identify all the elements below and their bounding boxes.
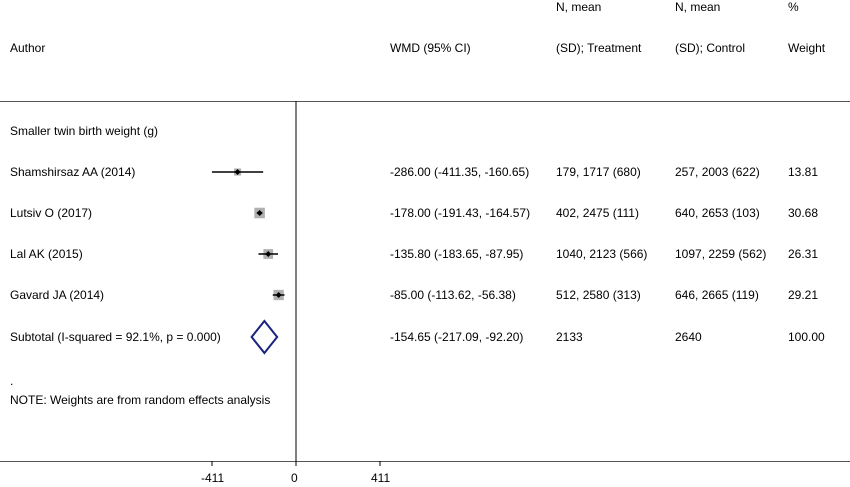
subtotal-label: Subtotal (I-squared = 92.1%, p = 0.000) <box>10 330 221 344</box>
study-control: 1097, 2259 (562) <box>675 247 767 261</box>
point-estimate <box>256 210 263 216</box>
author-header: Author <box>10 41 46 55</box>
study-weight: 13.81 <box>788 165 819 179</box>
header-rule <box>0 101 850 102</box>
study-wmd: -85.00 (-113.62, -56.38) <box>390 288 516 302</box>
weight-header-line1: % <box>788 0 799 14</box>
note-dot: . <box>10 374 14 388</box>
subtotal-treatment: 2133 <box>556 330 583 344</box>
control-header-line2: (SD); Control <box>675 41 746 55</box>
study-wmd: -178.00 (-191.43, -164.57) <box>390 206 531 220</box>
group-label: Smaller twin birth weight (g) <box>10 124 159 138</box>
study-weight: 26.31 <box>788 247 819 261</box>
bottom-rule <box>0 461 850 462</box>
note-text: NOTE: Weights are from random effects an… <box>10 393 271 407</box>
treatment-header-line1: N, mean <box>556 0 602 14</box>
point-estimate <box>265 251 272 257</box>
study-control: 646, 2665 (119) <box>675 288 759 302</box>
study-author: Shamshirsaz AA (2014) <box>10 165 136 179</box>
study-weight: 30.68 <box>788 206 819 220</box>
point-estimate <box>275 292 282 298</box>
control-header-line1: N, mean <box>675 0 721 14</box>
wmd-header: WMD (95% CI) <box>390 41 471 55</box>
subtotal-weight: 100.00 <box>788 330 825 344</box>
weight-header-line2: Weight <box>788 41 826 55</box>
study-author: Gavard JA (2014) <box>10 288 105 302</box>
subtotal-wmd: -154.65 (-217.09, -92.20) <box>390 330 524 344</box>
study-author: Lal AK (2015) <box>10 247 83 261</box>
study-treatment: 179, 1717 (680) <box>556 165 641 179</box>
study-treatment: 402, 2475 (111) <box>556 206 639 220</box>
treatment-header-line2: (SD); Treatment <box>556 41 642 55</box>
study-wmd: -135.80 (-183.65, -87.95) <box>390 247 524 261</box>
study-wmd: -286.00 (-411.35, -160.65) <box>390 165 530 179</box>
subtotal-diamond <box>250 319 279 355</box>
subtotal-control: 2640 <box>675 330 702 344</box>
study-treatment: 512, 2580 (313) <box>556 288 641 302</box>
x-tick-label: -411 <box>201 471 225 485</box>
x-tick-label: 0 <box>291 471 298 485</box>
study-author: Lutsiv O (2017) <box>10 206 93 220</box>
study-control: 257, 2003 (622) <box>675 165 760 179</box>
study-control: 640, 2653 (103) <box>675 206 760 220</box>
study-treatment: 1040, 2123 (566) <box>556 247 648 261</box>
study-weight: 29.21 <box>788 288 819 302</box>
x-tick-label: 411 <box>371 471 391 485</box>
point-estimate <box>234 169 241 175</box>
